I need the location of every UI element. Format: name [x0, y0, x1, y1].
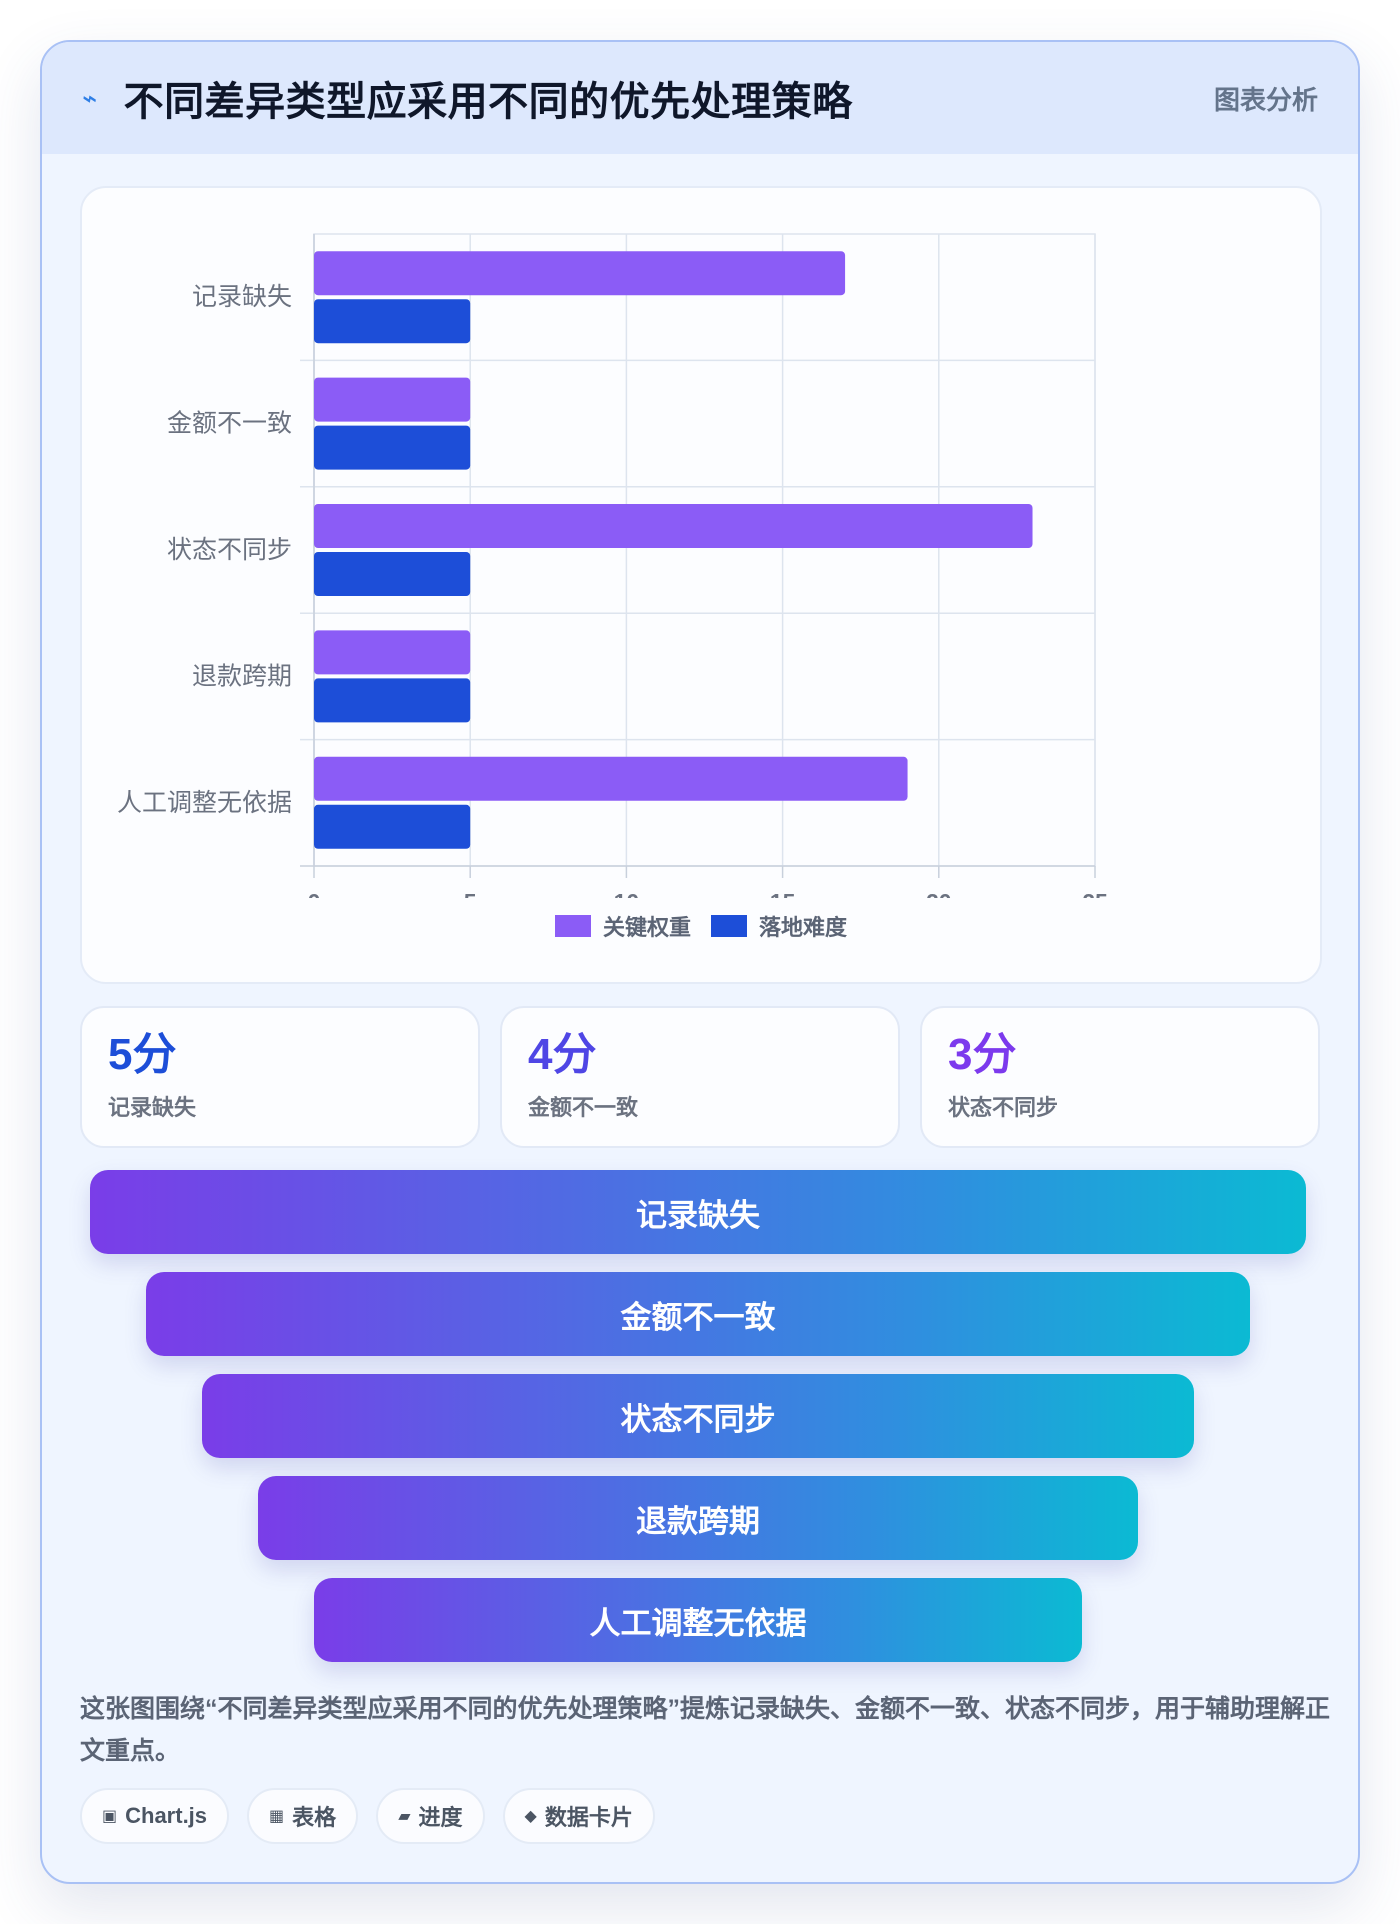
x-tick-label: 20 — [926, 889, 952, 898]
chip-label: 数据卡片 — [544, 1805, 633, 1830]
legend-swatch-key-weight — [554, 915, 591, 937]
chip-label: 表格 — [292, 1805, 337, 1830]
legend-label-key-weight: 关键权重 — [602, 915, 691, 940]
stat-value: 4分 — [528, 1030, 597, 1079]
lightning-icon: ⌁ — [79, 82, 101, 113]
stat-value: 5分 — [108, 1030, 177, 1079]
y-category-label: 状态不同步 — [167, 536, 292, 564]
bar-key-weight — [314, 756, 908, 801]
bar-difficulty — [314, 678, 471, 723]
x-tick-label: 10 — [614, 889, 640, 898]
y-category-label: 退款跨期 — [192, 662, 292, 690]
chip-progress[interactable]: ▰ 进度 — [376, 1788, 485, 1844]
card-header: ⌁ 不同差异类型应采用不同的优先处理策略 图表分析 — [42, 42, 1358, 154]
chip-label: 进度 — [418, 1805, 463, 1830]
stat-label: 状态不同步 — [948, 1095, 1059, 1120]
stat-value: 3分 — [948, 1030, 1017, 1079]
funnel-step-1: 记录缺失 — [90, 1170, 1306, 1254]
legend-label-difficulty: 落地难度 — [759, 915, 848, 940]
legend-item-key-weight[interactable]: 关键权重 — [554, 910, 691, 942]
chart-card: ⌁ 不同差异类型应采用不同的优先处理策略 图表分析 0 5 10 15 20 25 记录缺失… — [40, 40, 1360, 1884]
y-category-label: 记录缺失 — [192, 283, 292, 311]
stat-label: 金额不一致 — [528, 1095, 639, 1120]
stat-card-1: 5分 记录缺失 — [80, 1006, 480, 1148]
chip-chartjs[interactable]: ▣ Chart.js — [80, 1788, 230, 1844]
bar-key-weight — [314, 630, 471, 675]
table-icon: ▦ — [269, 1808, 285, 1825]
funnel-step-2: 金额不一致 — [146, 1272, 1250, 1356]
funnel-step-3: 状态不同步 — [202, 1374, 1194, 1458]
y-category-label: 人工调整无依据 — [117, 789, 292, 817]
chartjs-icon: ▣ — [102, 1808, 118, 1825]
bar-key-weight — [314, 377, 471, 422]
stat-card-2: 4分 金额不一致 — [500, 1006, 900, 1148]
x-tick-label: 0 — [308, 889, 321, 898]
stat-label: 记录缺失 — [108, 1095, 197, 1120]
data-card-icon: ◆ — [524, 1808, 537, 1825]
summary-text: 这张图围绕“不同差异类型应采用不同的优先处理策略”提炼记录缺失、金额不一致、状态… — [80, 1695, 1331, 1765]
legend-item-difficulty[interactable]: 落地难度 — [711, 910, 847, 942]
chart-legend: 关键权重 落地难度 — [82, 910, 1320, 942]
chip-data-card[interactable]: ◆ 数据卡片 — [502, 1788, 655, 1844]
bar-difficulty — [314, 299, 471, 344]
chart-analysis-tag: 图表分析 — [1213, 85, 1318, 115]
bar-difficulty — [314, 804, 471, 849]
funnel-step-5: 人工调整无依据 — [314, 1578, 1082, 1662]
x-tick-label: 15 — [770, 889, 796, 898]
bar-key-weight — [314, 251, 846, 296]
stat-card-3: 3分 状态不同步 — [920, 1006, 1320, 1148]
bar-key-weight — [314, 504, 1033, 548]
x-tick-label: 25 — [1082, 889, 1108, 898]
page-title: 不同差异类型应采用不同的优先处理策略 — [123, 80, 853, 124]
bar-difficulty — [314, 552, 471, 596]
y-category-label: 金额不一致 — [167, 410, 292, 438]
x-tick-label: 5 — [464, 889, 477, 898]
funnel-step-4: 退款跨期 — [258, 1476, 1138, 1560]
chip-label: Chart.js — [125, 1803, 208, 1828]
chip-table[interactable]: ▦ 表格 — [247, 1788, 359, 1844]
progress-icon: ▰ — [398, 1808, 411, 1825]
legend-swatch-difficulty — [711, 915, 747, 937]
tag-chips: ▣ Chart.js ▦ 表格 ▰ 进度 ◆ 数据卡片 — [80, 1788, 655, 1844]
bar-difficulty — [314, 425, 471, 470]
